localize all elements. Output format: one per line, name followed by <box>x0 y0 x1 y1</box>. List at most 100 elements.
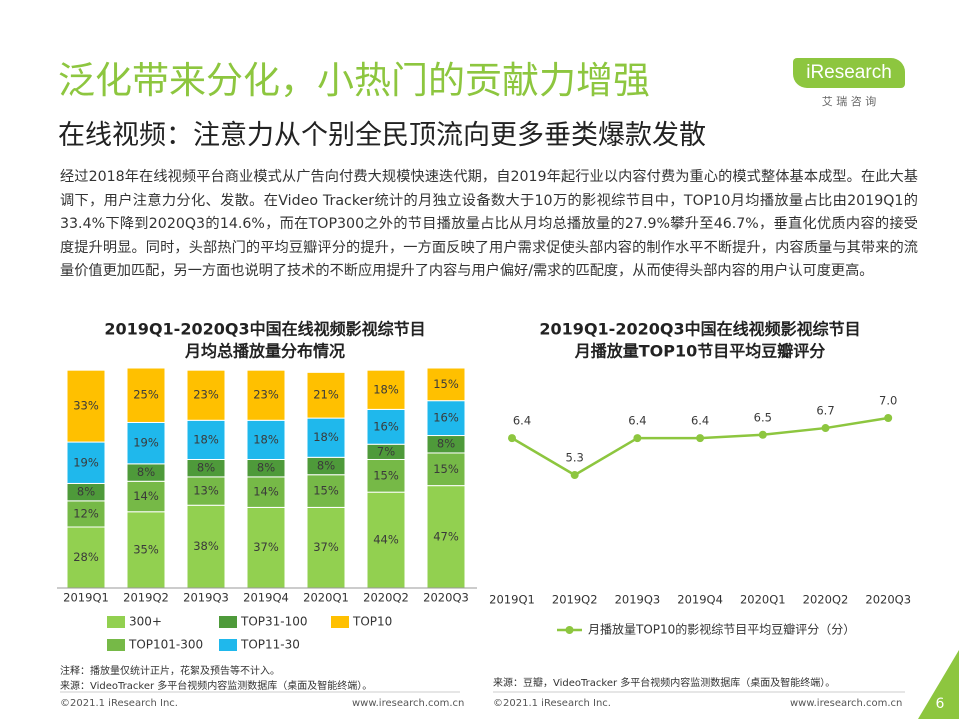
x-tick-label: 2020Q1 <box>303 591 349 605</box>
bar-segment <box>186 476 226 506</box>
value-label: 15% <box>433 377 459 391</box>
value-label: 6.4 <box>513 414 531 428</box>
note: 注释：播放量仅统计正片，花絮及预告等不计入。 <box>60 666 280 677</box>
value-label: 33% <box>73 399 99 413</box>
bar-segment <box>186 504 226 589</box>
copyright: ©2021.1 iResearch Inc. <box>60 698 178 709</box>
value-label: 37% <box>253 540 279 554</box>
bar-segment <box>246 506 286 589</box>
value-label: 7.0 <box>879 394 897 408</box>
x-tick-label: 2020Q2 <box>803 593 849 607</box>
value-label: 47% <box>433 529 459 543</box>
bar-segment <box>66 500 106 528</box>
x-tick-label: 2019Q1 <box>63 591 109 605</box>
value-label: 28% <box>73 550 99 564</box>
bar-segment <box>66 441 106 484</box>
bar-segment <box>246 369 286 421</box>
value-label: 8% <box>77 485 95 499</box>
slide-title: 泛化带来分化，小热门的贡献力增强 <box>58 59 650 102</box>
value-label: 37% <box>313 540 339 554</box>
value-label: 8% <box>197 461 215 475</box>
point <box>570 471 579 479</box>
value-label: 8% <box>257 461 275 475</box>
x-tick-label: 2019Q1 <box>489 593 535 607</box>
value-label: 6.4 <box>628 414 646 428</box>
chart-title: 月均总播放量分布情况 <box>184 342 345 361</box>
chart-title: 2019Q1-2020Q3中国在线视频影视综节目 <box>104 320 425 339</box>
legend-label: TOP31-100 <box>240 615 308 629</box>
legend-marker <box>565 626 574 634</box>
value-label: 38% <box>193 539 219 553</box>
page-number: 6 <box>936 696 945 712</box>
value-label: 14% <box>133 489 159 503</box>
bar-segment <box>126 421 166 465</box>
legend-label: 月播放量TOP10的影视综节目平均豆瓣评分（分） <box>588 622 855 637</box>
legend-label: TOP101-300 <box>128 638 203 652</box>
bar-segment <box>426 367 466 402</box>
value-label: 13% <box>193 484 219 498</box>
value-label: 18% <box>253 432 279 446</box>
point <box>884 414 893 422</box>
x-tick-label: 2020Q1 <box>740 593 786 607</box>
source: 来源：豆瓣，VideoTracker 多平台视频内容监测数据库（桌面及智能终端）… <box>493 678 836 689</box>
value-label: 8% <box>317 459 335 473</box>
x-tick-label: 2019Q2 <box>123 591 169 605</box>
copyright: ©2021.1 iResearch Inc. <box>493 698 611 709</box>
x-tick-label: 2019Q2 <box>552 593 598 607</box>
value-label: 6.4 <box>691 414 709 428</box>
legend-swatch <box>219 616 237 628</box>
legend-swatch <box>107 616 125 628</box>
legend-label: TOP10 <box>352 615 392 629</box>
bar-segment <box>186 369 226 421</box>
x-tick-label: 2020Q3 <box>865 593 911 607</box>
bar-segment <box>66 369 106 443</box>
x-tick-label: 2020Q3 <box>423 591 469 605</box>
legend-swatch <box>331 616 349 628</box>
value-label: 16% <box>433 411 459 425</box>
point <box>758 430 767 439</box>
source: 来源：VideoTracker 多平台视频内容监测数据库（桌面及智能终端）。 <box>60 681 373 692</box>
value-label: 18% <box>373 382 399 396</box>
slide-subtitle: 在线视频：注意力从个别全民顶流向更多垂类爆款发散 <box>58 120 706 151</box>
bar-segment <box>126 367 166 423</box>
chart-title: 月播放量TOP10节目平均豆瓣评分 <box>574 342 826 361</box>
x-tick-label: 2019Q3 <box>183 591 229 605</box>
logo: iResearch <box>793 58 905 88</box>
chart-title: 2019Q1-2020Q3中国在线视频影视综节目 <box>539 320 860 339</box>
value-label: 18% <box>313 430 339 444</box>
bar-segment <box>426 400 466 437</box>
point <box>633 434 642 443</box>
bar-segment <box>126 480 166 513</box>
value-label: 44% <box>373 533 399 547</box>
value-label: 7% <box>377 444 395 458</box>
point <box>821 424 830 433</box>
value-label: 23% <box>193 388 219 402</box>
bar-segment <box>366 369 406 410</box>
legend-label: 300+ <box>129 615 162 629</box>
body-text: 经过2018年在线视频平台商业模式从广告向付费大规模快速迭代期，自2019年起行… <box>60 169 918 279</box>
value-label: 15% <box>313 484 339 498</box>
value-label: 15% <box>373 468 399 482</box>
value-label: 8% <box>137 465 155 479</box>
value-label: 6.7 <box>816 404 834 418</box>
bar-segment <box>306 371 346 419</box>
corner <box>918 650 959 719</box>
value-label: 5.3 <box>566 451 584 465</box>
value-label: 15% <box>433 462 459 476</box>
value-label: 6.5 <box>754 410 772 424</box>
bar-segment <box>306 474 346 508</box>
value-label: 25% <box>133 388 159 402</box>
x-tick-label: 2019Q3 <box>615 593 661 607</box>
x-tick-label: 2019Q4 <box>677 593 723 607</box>
x-tick-label: 2020Q2 <box>363 591 409 605</box>
url: www.iresearch.com.cn <box>352 698 465 709</box>
value-label: 23% <box>253 388 279 402</box>
value-label: 8% <box>437 437 455 451</box>
bar-segment <box>366 458 406 493</box>
legend-swatch <box>107 639 125 651</box>
point <box>696 434 705 443</box>
point <box>508 434 516 443</box>
value-label: 14% <box>253 485 279 499</box>
